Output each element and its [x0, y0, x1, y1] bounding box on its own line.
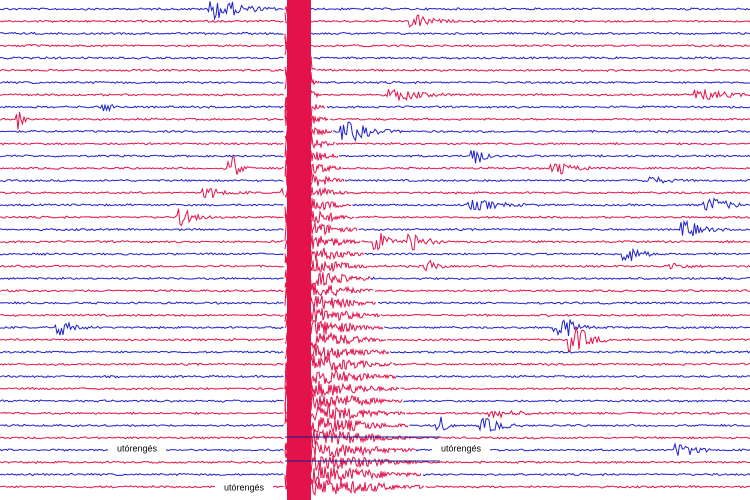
trace — [0, 89, 750, 101]
annotation: utórengés — [108, 443, 166, 455]
trace — [0, 103, 750, 113]
trace — [0, 259, 750, 272]
trace — [0, 399, 750, 403]
traces — [0, 1, 750, 489]
trace — [0, 43, 750, 48]
trace — [0, 1, 750, 21]
annotation-label: utórengés — [441, 443, 482, 453]
trace — [0, 276, 750, 281]
label-bg — [215, 482, 273, 494]
annotation-label: utórengés — [117, 443, 158, 453]
trace — [0, 219, 750, 237]
trace — [0, 472, 750, 477]
annotation: utórengés — [215, 482, 273, 494]
trace — [0, 409, 750, 420]
trace — [0, 288, 750, 293]
trace — [0, 416, 750, 432]
trace — [0, 197, 750, 211]
trace — [0, 187, 750, 199]
trace — [0, 111, 750, 130]
trace — [0, 232, 750, 251]
trace — [0, 175, 750, 184]
trace — [0, 141, 750, 146]
label-bg — [432, 443, 490, 455]
trace — [0, 386, 750, 391]
trace — [0, 56, 750, 60]
trace — [0, 374, 750, 379]
trace — [0, 208, 750, 227]
trace — [0, 80, 750, 85]
trace — [0, 325, 750, 352]
trace — [0, 319, 750, 337]
trace — [0, 121, 750, 142]
trace — [0, 247, 750, 262]
trace — [0, 150, 750, 164]
trace — [0, 350, 750, 354]
trace — [0, 313, 750, 318]
trace — [0, 301, 750, 305]
trace — [0, 436, 750, 440]
trace — [0, 31, 750, 36]
annotation-label: utórengés — [224, 482, 265, 492]
trace — [0, 460, 750, 465]
main-quake — [284, 0, 425, 500]
trace — [0, 14, 750, 28]
label-bg — [108, 443, 166, 455]
trace — [0, 156, 750, 175]
trace — [0, 68, 750, 73]
quake-core — [287, 0, 311, 500]
annotation: utórengés — [432, 443, 490, 455]
trace — [0, 362, 750, 367]
